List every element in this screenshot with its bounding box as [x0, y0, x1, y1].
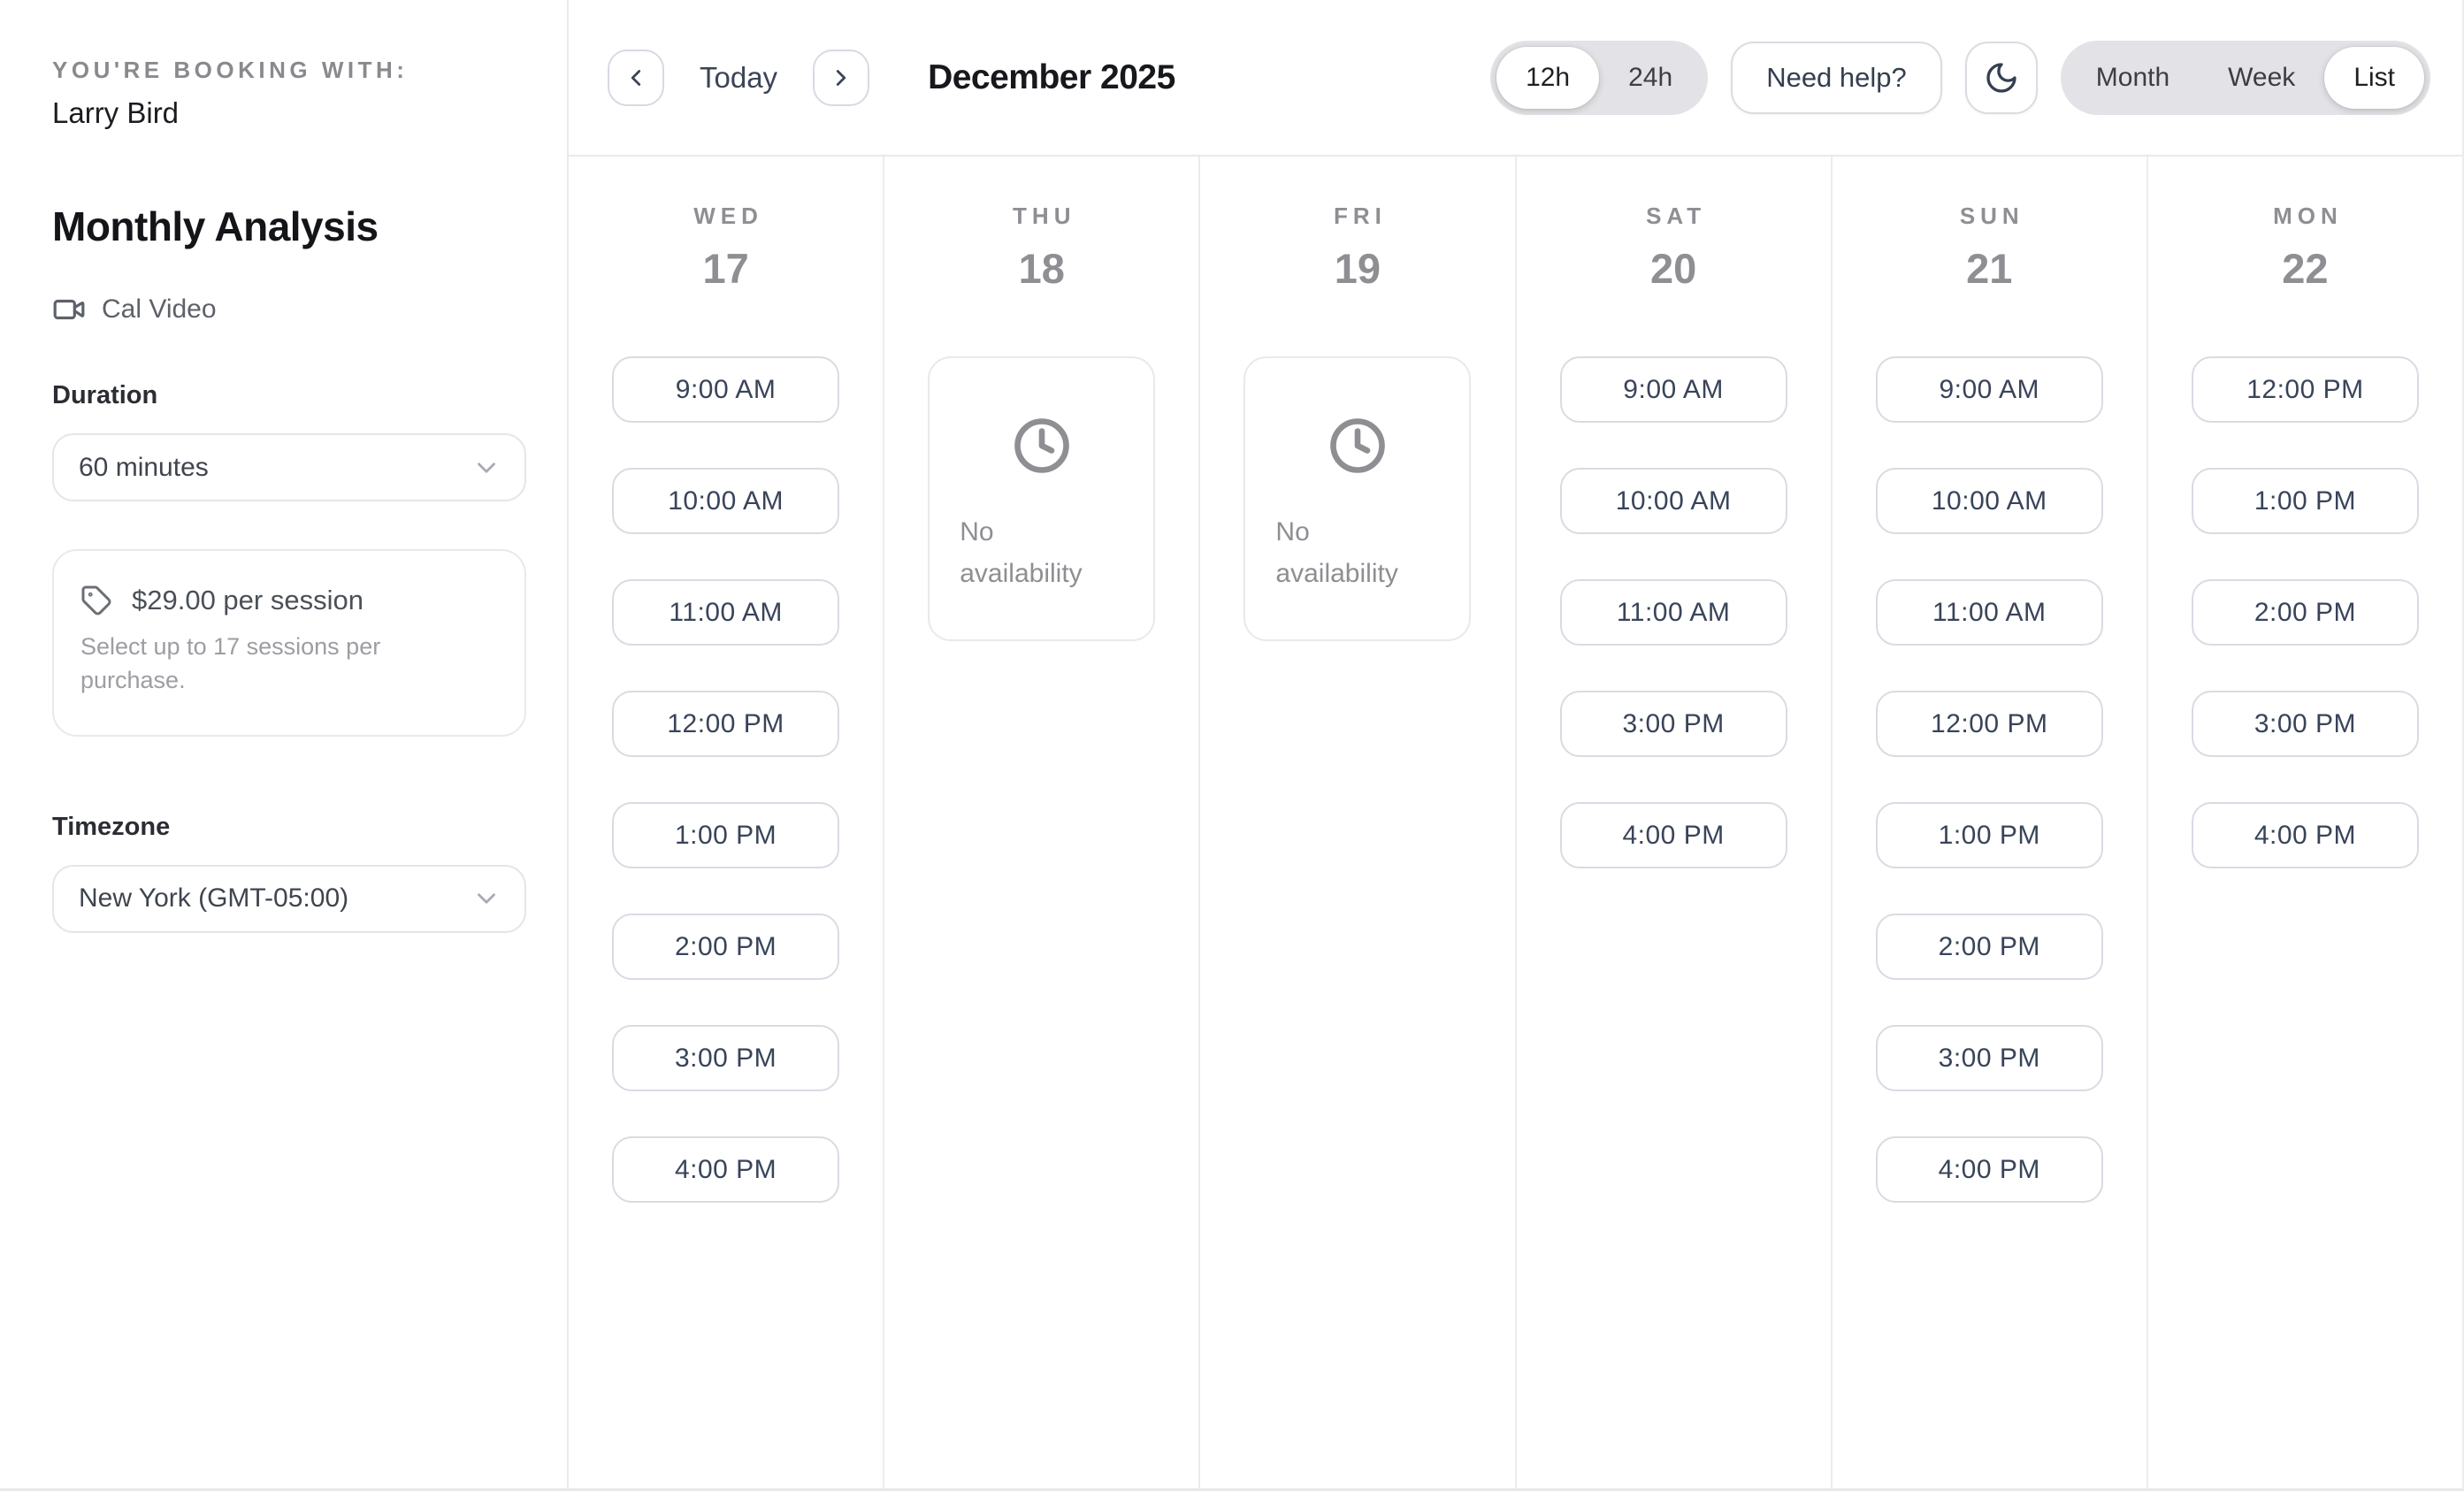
time-slot-button[interactable]: 9:00 AM	[1559, 356, 1787, 423]
price-note: Select up to 17 sessions per purchase.	[80, 633, 381, 693]
location-label: Cal Video	[102, 294, 217, 324]
day-column-wed-17: WED 17 9:00 AM 10:00 AM 11:00 AM 12:00 P…	[569, 157, 883, 1488]
month-title: December 2025	[928, 57, 1175, 96]
view-month[interactable]: Month	[2095, 62, 2170, 92]
time-format-24h[interactable]: 24h	[1628, 62, 1673, 92]
tag-icon	[80, 585, 112, 616]
timezone-select[interactable]: New York (GMT-05:00)	[52, 864, 526, 933]
weekday-label: MON	[2273, 203, 2343, 229]
date-label: 20	[1649, 245, 1697, 292]
previous-button[interactable]	[608, 49, 664, 106]
price-text: $29.00 per session	[132, 585, 363, 616]
day-columns: WED 17 9:00 AM 10:00 AM 11:00 AM 12:00 P…	[569, 157, 2462, 1488]
time-slot-button[interactable]: 9:00 AM	[1875, 356, 2103, 423]
calendar-main: Today December 2025 12h 24h Need help?	[569, 0, 2462, 1488]
no-availability-label: No availability	[960, 517, 1083, 588]
time-slot-button[interactable]: 1:00 PM	[1875, 802, 2103, 868]
slot-list: No availability	[928, 356, 1156, 641]
chevron-down-icon	[471, 883, 501, 914]
location-row: Cal Video	[52, 293, 521, 326]
timezone-label: Timezone	[52, 812, 171, 841]
time-slot-button[interactable]: 3:00 PM	[1559, 691, 1787, 757]
time-slot-button[interactable]: 3:00 PM	[612, 1025, 840, 1091]
time-slot-button[interactable]: 2:00 PM	[2191, 579, 2419, 646]
duration-label: Duration	[52, 381, 158, 409]
date-label: 22	[2282, 245, 2329, 292]
time-slot-button[interactable]: 12:00 PM	[1875, 691, 2103, 757]
chevron-down-icon	[471, 453, 501, 483]
time-slot-button[interactable]: 3:00 PM	[1875, 1025, 2103, 1091]
no-availability-card: No availability	[1243, 356, 1472, 641]
time-slot-button[interactable]: 2:00 PM	[612, 914, 840, 980]
date-label: 17	[702, 245, 749, 292]
day-column-sat-20: SAT 20 9:00 AM 10:00 AM 11:00 AM 3:00 PM…	[1514, 157, 1831, 1488]
time-slot-button[interactable]: 1:00 PM	[2191, 468, 2419, 534]
time-slot-button[interactable]: 3:00 PM	[2191, 691, 2419, 757]
calendar-toolbar: Today December 2025 12h 24h Need help?	[569, 0, 2462, 157]
time-slot-button[interactable]: 10:00 AM	[1559, 468, 1787, 534]
no-availability-label: No availability	[1275, 517, 1398, 588]
time-slot-button[interactable]: 12:00 PM	[612, 691, 840, 757]
time-slot-button[interactable]: 4:00 PM	[612, 1136, 840, 1203]
view-list[interactable]: List	[2324, 46, 2424, 109]
booking-sidebar: YOU'RE BOOKING WITH: Larry Bird Monthly …	[0, 0, 569, 1488]
moon-icon	[1984, 60, 2019, 96]
time-slot-button[interactable]: 1:00 PM	[612, 802, 840, 868]
duration-select[interactable]: 60 minutes	[52, 433, 526, 501]
time-slot-button[interactable]: 4:00 PM	[2191, 802, 2419, 868]
time-slot-button[interactable]: 4:00 PM	[1875, 1136, 2103, 1203]
toolbar-right: 12h 24h Need help? Month Week List	[1490, 40, 2430, 115]
date-label: 18	[1018, 245, 1065, 292]
time-slot-button[interactable]: 11:00 AM	[1875, 579, 2103, 646]
weekday-label: SAT	[1646, 203, 1707, 229]
booking-with-label: YOU'RE BOOKING WITH:	[52, 57, 409, 83]
today-button[interactable]: Today	[700, 60, 778, 94]
date-label: 21	[1966, 245, 2013, 292]
chevron-right-icon	[828, 65, 854, 91]
weekday-label: SUN	[1959, 203, 2024, 229]
price-row: $29.00 per session	[80, 585, 498, 616]
time-slot-button[interactable]: 4:00 PM	[1559, 802, 1787, 868]
view-week[interactable]: Week	[2228, 62, 2296, 92]
time-format-toggle: 12h 24h	[1490, 40, 1709, 115]
weekday-label: WED	[693, 203, 763, 229]
time-format-12h[interactable]: 12h	[1496, 46, 1600, 109]
dark-mode-button[interactable]	[1964, 41, 2038, 114]
day-column-sun-21: SUN 21 9:00 AM 10:00 AM 11:00 AM 12:00 P…	[1830, 157, 2146, 1488]
need-help-button[interactable]: Need help?	[1731, 41, 1942, 114]
slot-list: 9:00 AM 10:00 AM 11:00 AM 12:00 PM 1:00 …	[612, 356, 840, 1203]
event-title: Monthly Analysis	[52, 203, 379, 249]
day-column-mon-22: MON 22 12:00 PM 1:00 PM 2:00 PM 3:00 PM …	[2146, 157, 2462, 1488]
time-slot-button[interactable]: 9:00 AM	[612, 356, 840, 423]
slot-list: No availability	[1243, 356, 1472, 641]
weekday-label: FRI	[1333, 203, 1387, 229]
slot-list: 9:00 AM 10:00 AM 11:00 AM 12:00 PM 1:00 …	[1875, 356, 2103, 1203]
clock-icon	[1013, 417, 1071, 475]
slot-list: 12:00 PM 1:00 PM 2:00 PM 3:00 PM 4:00 PM	[2191, 356, 2419, 868]
duration-value: 60 minutes	[79, 452, 209, 482]
chevron-left-icon	[623, 65, 649, 91]
date-label: 19	[1334, 245, 1381, 292]
clock-icon	[1328, 417, 1387, 475]
timezone-value: New York (GMT-05:00)	[79, 883, 349, 914]
day-column-fri-19: FRI 19 No availability	[1198, 157, 1514, 1488]
weekday-label: THU	[1013, 203, 1076, 229]
price-box: $29.00 per session Select up to 17 sessi…	[52, 549, 526, 737]
time-slot-button[interactable]: 10:00 AM	[1875, 468, 2103, 534]
time-slot-button[interactable]: 10:00 AM	[612, 468, 840, 534]
time-slot-button[interactable]: 2:00 PM	[1875, 914, 2103, 980]
time-slot-button[interactable]: 11:00 AM	[1559, 579, 1787, 646]
view-switcher: Month Week List	[2060, 40, 2430, 115]
slot-list: 9:00 AM 10:00 AM 11:00 AM 3:00 PM 4:00 P…	[1559, 356, 1787, 868]
time-slot-button[interactable]: 11:00 AM	[612, 579, 840, 646]
day-column-thu-18: THU 18 No availability	[883, 157, 1198, 1488]
video-camera-icon	[52, 293, 86, 326]
no-availability-card: No availability	[928, 356, 1156, 641]
next-button[interactable]	[813, 49, 870, 106]
host-name: Larry Bird	[52, 96, 180, 129]
time-slot-button[interactable]: 12:00 PM	[2191, 356, 2419, 423]
